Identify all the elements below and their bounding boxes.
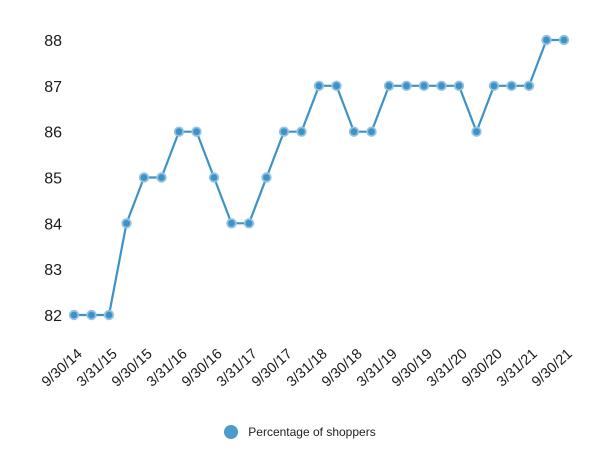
legend-marker-icon[interactable] <box>224 425 239 439</box>
data-point[interactable] <box>121 218 132 229</box>
y-axis-label: 84 <box>44 216 62 233</box>
data-point[interactable] <box>453 80 465 92</box>
y-axis-label: 87 <box>44 79 62 96</box>
x-axis-label: 9/30/21 <box>529 346 576 390</box>
data-point[interactable] <box>68 309 80 321</box>
data-point[interactable] <box>138 172 150 183</box>
data-point[interactable] <box>226 218 237 229</box>
y-axis-label: 82 <box>44 308 62 325</box>
data-point[interactable] <box>418 80 430 92</box>
y-axis-label: 88 <box>44 33 62 50</box>
data-point[interactable] <box>243 218 255 229</box>
y-axis-label: 85 <box>44 171 62 188</box>
data-point[interactable] <box>348 126 360 137</box>
y-axis-label: 83 <box>44 262 62 279</box>
data-point[interactable] <box>261 172 272 183</box>
data-point[interactable] <box>313 80 325 92</box>
data-point[interactable] <box>436 80 447 92</box>
data-point[interactable] <box>488 80 500 92</box>
data-point[interactable] <box>401 80 412 92</box>
shoppers-line-chart: 828384858687889/30/143/31/159/30/153/31/… <box>39 33 576 390</box>
data-point[interactable] <box>173 126 185 137</box>
legend[interactable]: Percentage of shoppers <box>0 419 600 445</box>
data-point[interactable] <box>208 172 220 183</box>
data-point[interactable] <box>541 34 552 46</box>
data-point[interactable] <box>278 126 290 137</box>
data-point[interactable] <box>558 34 570 46</box>
data-point[interactable] <box>191 126 202 137</box>
y-axis-label: 86 <box>44 125 62 142</box>
data-point[interactable] <box>103 309 115 321</box>
data-point[interactable] <box>471 126 482 137</box>
data-point[interactable] <box>383 80 395 92</box>
legend-label[interactable]: Percentage of shoppers <box>248 425 376 439</box>
data-point[interactable] <box>366 126 377 137</box>
data-point[interactable] <box>506 80 517 92</box>
data-point[interactable] <box>523 80 535 92</box>
data-point[interactable] <box>86 309 97 321</box>
data-point[interactable] <box>331 80 342 92</box>
data-point[interactable] <box>296 126 307 137</box>
data-point[interactable] <box>156 172 167 183</box>
